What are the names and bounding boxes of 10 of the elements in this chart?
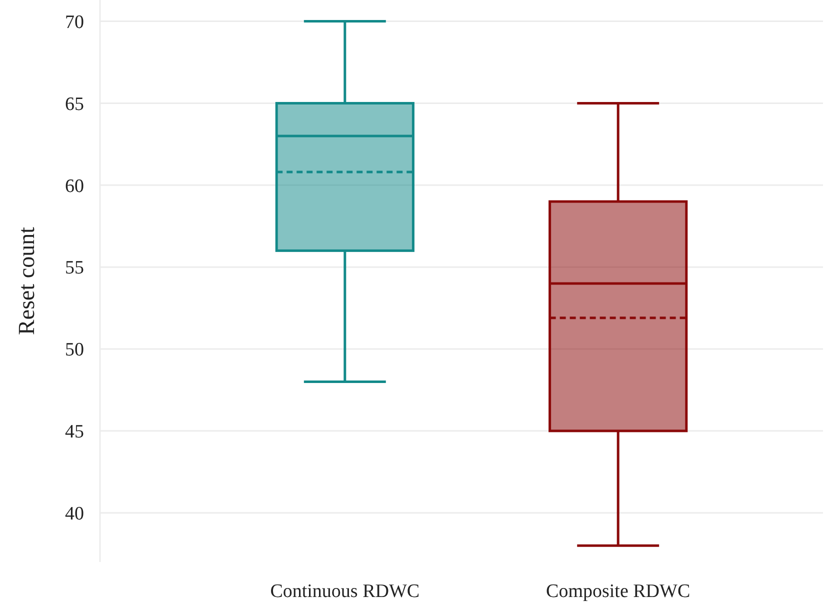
y-tick-label: 40 <box>65 503 84 524</box>
y-tick-label: 45 <box>65 422 84 443</box>
y-tick-label: 60 <box>65 176 84 197</box>
y-tick-label: 70 <box>65 12 84 33</box>
y-tick-label: 55 <box>65 258 84 279</box>
y-tick-label: 65 <box>65 94 84 115</box>
x-tick-label: Composite RDWC <box>546 581 690 602</box>
y-axis-title: Reset count <box>14 226 39 335</box>
x-tick-label: Continuous RDWC <box>270 581 420 602</box>
y-tick-label: 50 <box>65 340 84 361</box>
